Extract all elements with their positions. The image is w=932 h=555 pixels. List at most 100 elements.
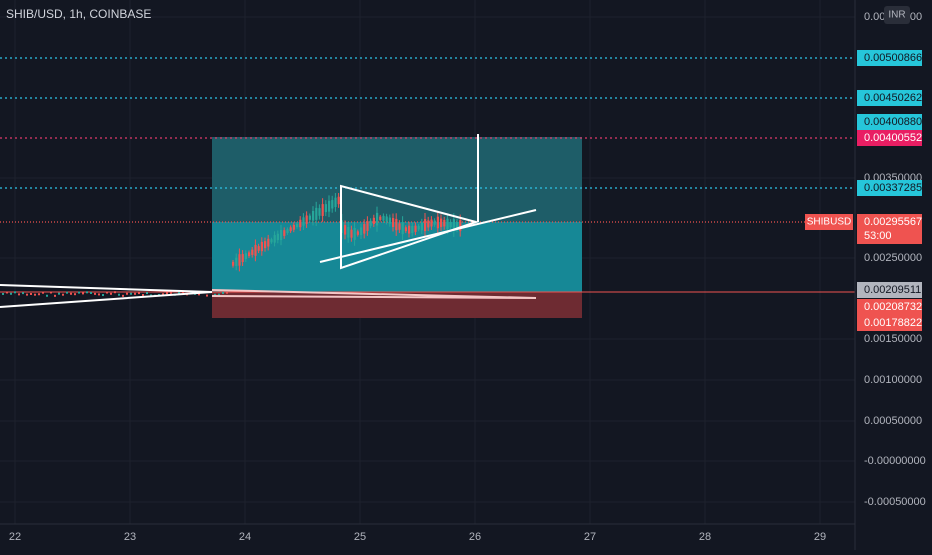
- candle: [10, 292, 12, 295]
- candle: [411, 225, 414, 233]
- candle: [244, 253, 247, 260]
- candle: [440, 218, 443, 227]
- candle: [308, 215, 311, 220]
- candle: [86, 291, 88, 294]
- candle: [26, 293, 28, 296]
- candle: [58, 292, 60, 295]
- candle: [106, 291, 108, 294]
- price-tag-text: 0.00400880: [864, 116, 922, 128]
- price-label: -0.00050000: [864, 496, 926, 508]
- price-tag-text: 0.00208732: [864, 301, 922, 313]
- candle: [334, 197, 337, 208]
- candle: [138, 292, 140, 295]
- price-label: -0.00000000: [864, 455, 926, 467]
- price-axis: [855, 0, 932, 550]
- price-tag-text: 0.00450262: [864, 92, 922, 104]
- candle: [235, 257, 238, 267]
- candle: [417, 225, 420, 230]
- candle: [118, 293, 120, 296]
- candle: [337, 196, 340, 205]
- candle: [264, 241, 267, 249]
- candle: [331, 200, 334, 209]
- candle: [408, 225, 411, 234]
- candle: [283, 230, 286, 236]
- price-label: 0.00150000: [864, 333, 922, 345]
- candle: [430, 219, 433, 227]
- candle: [312, 210, 315, 221]
- candle: [14, 291, 16, 294]
- time-label: 23: [124, 531, 136, 543]
- candle: [82, 292, 84, 295]
- price-tag: [857, 90, 922, 106]
- price-tag-text: 0.00178822: [864, 317, 922, 329]
- candle: [134, 292, 136, 295]
- candle: [257, 246, 260, 251]
- candle: [385, 216, 388, 222]
- candle: [420, 222, 423, 231]
- wedge-line: [0, 284, 213, 308]
- candle: [222, 291, 224, 294]
- price-tag-text: 0.00209511: [864, 284, 921, 296]
- candle: [328, 200, 331, 212]
- candle: [350, 229, 353, 238]
- candle: [248, 252, 251, 257]
- candle: [433, 220, 436, 225]
- candle: [299, 219, 302, 228]
- candle: [90, 291, 92, 294]
- candle: [190, 291, 192, 294]
- candle: [436, 216, 439, 229]
- price-label: 0.00050000: [864, 415, 922, 427]
- candle: [166, 292, 168, 295]
- candle: [218, 293, 220, 296]
- time-label: 25: [354, 531, 366, 543]
- candle: [452, 219, 455, 231]
- candle: [324, 204, 327, 213]
- price-badge: [857, 214, 922, 244]
- candle: [356, 231, 359, 235]
- time-label: 28: [699, 531, 711, 543]
- candle: [388, 217, 391, 224]
- candle: [315, 207, 318, 220]
- candle: [459, 220, 462, 232]
- candle: [214, 293, 216, 296]
- candle: [78, 291, 80, 294]
- candle: [62, 293, 64, 296]
- candle: [241, 254, 244, 263]
- candle: [363, 224, 366, 234]
- price-tag: [857, 282, 922, 298]
- candle: [398, 223, 401, 230]
- candle: [251, 249, 254, 255]
- candle: [424, 219, 427, 232]
- candle: [130, 292, 132, 295]
- currency-badge[interactable]: [884, 6, 910, 24]
- drawings: [0, 134, 537, 308]
- candle: [102, 294, 104, 297]
- candle: [321, 204, 324, 216]
- candle: [94, 292, 96, 295]
- candle: [280, 229, 283, 241]
- time-label: 22: [9, 531, 21, 543]
- candle: [372, 217, 375, 224]
- candle: [443, 220, 446, 227]
- candle: [162, 293, 164, 296]
- candle: [254, 244, 257, 256]
- candle: [270, 239, 273, 243]
- candle: [54, 294, 56, 297]
- candle: [142, 293, 144, 296]
- candle: [376, 212, 379, 226]
- candle: [34, 293, 36, 296]
- candle: [42, 291, 44, 294]
- candle: [66, 291, 68, 294]
- candle: [18, 293, 20, 296]
- candle: [289, 227, 292, 232]
- candle: [110, 292, 112, 295]
- candle: [366, 221, 369, 231]
- candle: [126, 292, 128, 295]
- candle: [238, 254, 241, 266]
- candle: [360, 227, 363, 236]
- currency[interactable]: INR: [888, 10, 905, 21]
- candle: [395, 218, 398, 231]
- candle: [305, 215, 308, 224]
- candle: [198, 293, 200, 296]
- profit-zone-upper: [212, 137, 582, 222]
